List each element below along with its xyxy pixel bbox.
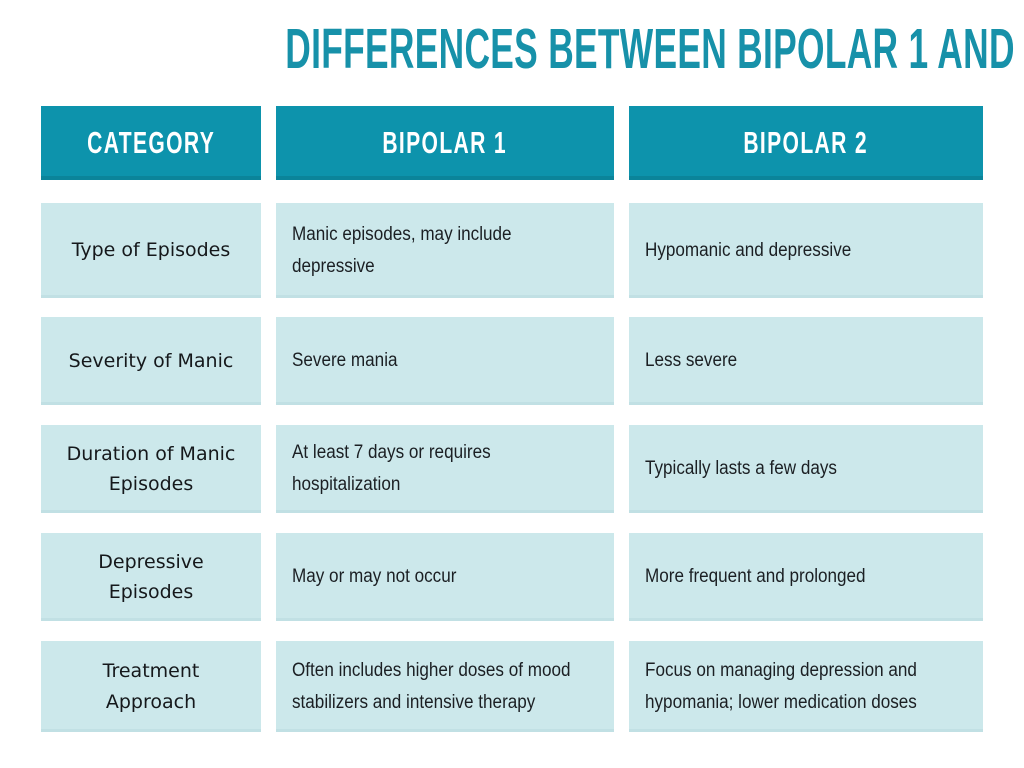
bipolar2-cell: Typically lasts a few days [629, 425, 983, 513]
category-text: Treatment Approach [102, 660, 200, 713]
bipolar1-cell: At least 7 days or requires hospitalizat… [276, 425, 614, 513]
bipolar1-text: At least 7 days or requires hospitalizat… [292, 442, 491, 495]
bipolar2-text: More frequent and prolonged [645, 566, 866, 588]
bipolar1-text: Manic episodes, may include depressive [292, 223, 512, 277]
bipolar2-text: Hypomanic and depressive [645, 239, 852, 261]
header-label-bipolar1: BIPOLAR 1 [382, 125, 508, 160]
header-label-bipolar2: BIPOLAR 2 [743, 125, 869, 160]
header-label-category: CATEGORY [86, 125, 215, 160]
header-cell-bipolar1: BIPOLAR 1 [276, 106, 614, 180]
category-text: Severity of Manic [68, 349, 234, 372]
bipolar2-cell: More frequent and prolonged [629, 533, 983, 621]
bipolar1-text: Severe mania [292, 350, 398, 372]
bipolar2-cell: Focus on managing depression and hypoman… [629, 641, 983, 732]
category-cell: Depressive Episodes [41, 533, 261, 621]
table-row-type-of-episodes: Type of Episodes Manic episodes, may inc… [41, 203, 983, 298]
header-cell-category: CATEGORY [41, 106, 261, 180]
category-text: Type of Episodes [71, 239, 231, 262]
bipolar1-cell: Severe mania [276, 317, 614, 405]
category-cell: Severity of Manic [41, 317, 261, 405]
bipolar2-text: Typically lasts a few days [645, 458, 837, 480]
table-row-severity-of-manic: Severity of Manic Severe mania Less seve… [41, 317, 983, 405]
table-row-duration-of-manic-episodes: Duration of Manic Episodes At least 7 da… [41, 425, 983, 513]
bipolar1-cell: Manic episodes, may include depressive [276, 203, 614, 298]
category-cell: Type of Episodes [41, 203, 261, 298]
bipolar2-text: Less severe [645, 350, 738, 372]
bipolar1-text: Often includes higher doses of mood stab… [292, 659, 571, 713]
bipolar2-cell: Less severe [629, 317, 983, 405]
table-header-row: CATEGORY BIPOLAR 1 BIPOLAR 2 [41, 106, 983, 180]
bipolar1-text: May or may not occur [292, 566, 457, 588]
table-row-depressive-episodes: Depressive Episodes May or may not occur… [41, 533, 983, 621]
category-cell: Duration of Manic Episodes [41, 425, 261, 513]
table-row-treatment-approach: Treatment Approach Often includes higher… [41, 641, 983, 732]
bipolar2-cell: Hypomanic and depressive [629, 203, 983, 298]
category-cell: Treatment Approach [41, 641, 261, 732]
page-title: DIFFERENCES BETWEEN BIPOLAR 1 AND BIPOLA… [285, 17, 1024, 81]
bipolar1-cell: Often includes higher doses of mood stab… [276, 641, 614, 732]
category-text: Duration of Manic Episodes [66, 442, 236, 495]
bipolar2-text: Focus on managing depression and hypoman… [645, 659, 917, 713]
category-text: Depressive Episodes [98, 550, 204, 603]
title-bar: DIFFERENCES BETWEEN BIPOLAR 1 AND BIPOLA… [0, 17, 1024, 81]
comparison-table: CATEGORY BIPOLAR 1 BIPOLAR 2 Type of Epi… [41, 106, 983, 752]
bipolar1-cell: May or may not occur [276, 533, 614, 621]
header-cell-bipolar2: BIPOLAR 2 [629, 106, 983, 180]
